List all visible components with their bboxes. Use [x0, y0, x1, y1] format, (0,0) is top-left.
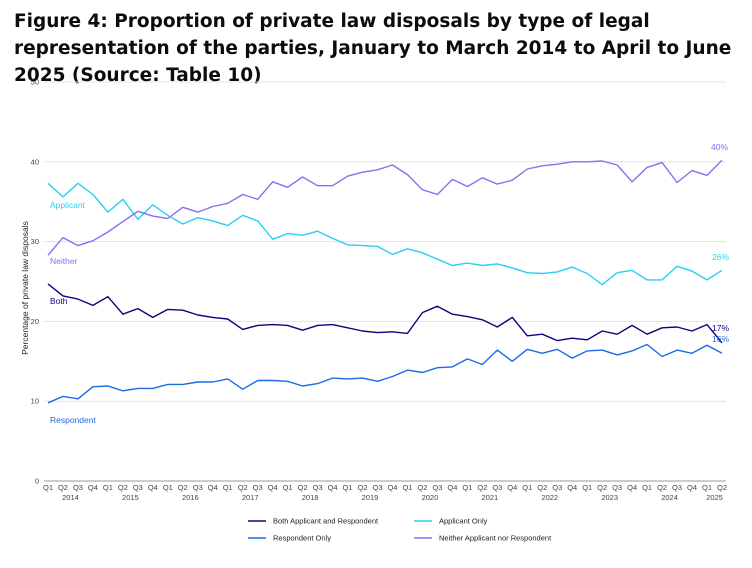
x-year-label: 2023 [601, 493, 618, 502]
grid-lines [44, 81, 726, 482]
x-tick-label: Q4 [447, 483, 457, 492]
x-tick-label: Q4 [88, 483, 98, 492]
legend-entry: Applicant Only [439, 517, 488, 526]
x-tick-label: Q2 [298, 483, 308, 492]
x-axis: Q1 Q2 Q3 Q4 Q1 Q2 Q3 Q4 Q1 Q2 Q3 Q4 Q1 Q2 Q3 Q4 Q1 Q2 Q3 Q4… [43, 483, 727, 502]
legend-entry: Neither Applicant nor Respondent [439, 534, 552, 543]
y-tick-label: 0 [35, 477, 39, 486]
legend-entry: Both Applicant and Respondent [273, 517, 379, 526]
x-tick-label: Q1 [402, 483, 412, 492]
series-line [47, 283, 723, 344]
x-tick-label: Q1 [43, 483, 53, 492]
x-tick-label: Q4 [387, 483, 397, 492]
y-axis-label: Percentage of private law disposals [20, 221, 30, 355]
x-tick-label: Q2 [358, 483, 368, 492]
x-tick-label: Q3 [492, 483, 502, 492]
series-line [47, 343, 723, 404]
y-tick-label: 20 [31, 317, 39, 326]
x-tick-label: Q3 [313, 483, 323, 492]
x-tick-label: Q3 [612, 483, 622, 492]
series-lines [47, 159, 723, 404]
y-tick-label: 50 [31, 78, 39, 87]
series-labels: Both 17% Applicant 26% Respondent 16% Neither 4… [50, 142, 729, 425]
x-tick-label: Q2 [657, 483, 667, 492]
x-tick-label: Q2 [537, 483, 547, 492]
x-tick-label: Q4 [627, 483, 637, 492]
x-year-label: 2024 [661, 493, 678, 502]
series-end-label: 16% [712, 334, 729, 344]
series-end-label: 40% [711, 142, 728, 152]
x-tick-label: Q2 [238, 483, 248, 492]
x-tick-label: Q2 [178, 483, 188, 492]
x-tick-label: Q1 [642, 483, 652, 492]
x-tick-label: Q2 [477, 483, 487, 492]
x-tick-label: Q4 [148, 483, 158, 492]
x-tick-label: Q1 [702, 483, 712, 492]
x-year-label: 2016 [182, 493, 199, 502]
x-year-label: 2017 [242, 493, 259, 502]
series-line [47, 182, 723, 286]
x-tick-label: Q4 [268, 483, 278, 492]
x-tick-label: Q2 [717, 483, 727, 492]
x-year-label: 2015 [122, 493, 139, 502]
x-tick-label: Q2 [58, 483, 68, 492]
x-tick-label: Q4 [328, 483, 338, 492]
x-tick-label: Q3 [133, 483, 143, 492]
x-tick-label: Q1 [283, 483, 293, 492]
x-tick-label: Q1 [103, 483, 113, 492]
x-tick-label: Q4 [567, 483, 577, 492]
x-year-label: 2025 [706, 493, 723, 502]
series-inline-label: Applicant [50, 200, 86, 210]
x-tick-label: Q1 [343, 483, 353, 492]
y-axis: 0 10 20 30 40 50 [31, 78, 39, 486]
x-tick-label: Q3 [253, 483, 263, 492]
x-tick-label: Q1 [582, 483, 592, 492]
x-tick-label: Q1 [462, 483, 472, 492]
y-tick-label: 10 [31, 397, 39, 406]
chart-title: Figure 4: Proportion of private law disp… [14, 11, 732, 86]
x-tick-label: Q2 [118, 483, 128, 492]
series-end-label: 26% [712, 252, 729, 262]
x-year-label: 2021 [482, 493, 499, 502]
x-tick-label: Q3 [373, 483, 383, 492]
x-year-label: 2014 [62, 493, 79, 502]
x-tick-label: Q3 [73, 483, 83, 492]
y-tick-label: 40 [31, 157, 39, 166]
x-tick-label: Q3 [552, 483, 562, 492]
x-tick-label: Q4 [208, 483, 218, 492]
x-year-label: 2022 [541, 493, 558, 502]
x-tick-label: Q3 [432, 483, 442, 492]
legend-entry: Respondent Only [273, 534, 331, 543]
x-tick-label: Q4 [687, 483, 697, 492]
x-tick-label: Q3 [672, 483, 682, 492]
series-line [47, 159, 723, 256]
x-tick-label: Q2 [597, 483, 607, 492]
x-tick-label: Q1 [223, 483, 233, 492]
x-tick-label: Q3 [193, 483, 203, 492]
x-tick-label: Q1 [163, 483, 173, 492]
x-year-label: 2018 [302, 493, 319, 502]
x-tick-label: Q4 [507, 483, 517, 492]
x-tick-label: Q1 [522, 483, 532, 492]
series-inline-label: Respondent [50, 415, 96, 425]
legend: Both Applicant and Respondent Applicant O… [248, 517, 552, 543]
x-year-label: 2019 [362, 493, 379, 502]
x-tick-label: Q2 [417, 483, 427, 492]
series-end-label: 17% [712, 323, 729, 333]
y-tick-label: 30 [31, 237, 39, 246]
series-inline-label: Neither [50, 256, 78, 266]
series-inline-label: Both [50, 296, 68, 306]
x-year-label: 2020 [422, 493, 439, 502]
